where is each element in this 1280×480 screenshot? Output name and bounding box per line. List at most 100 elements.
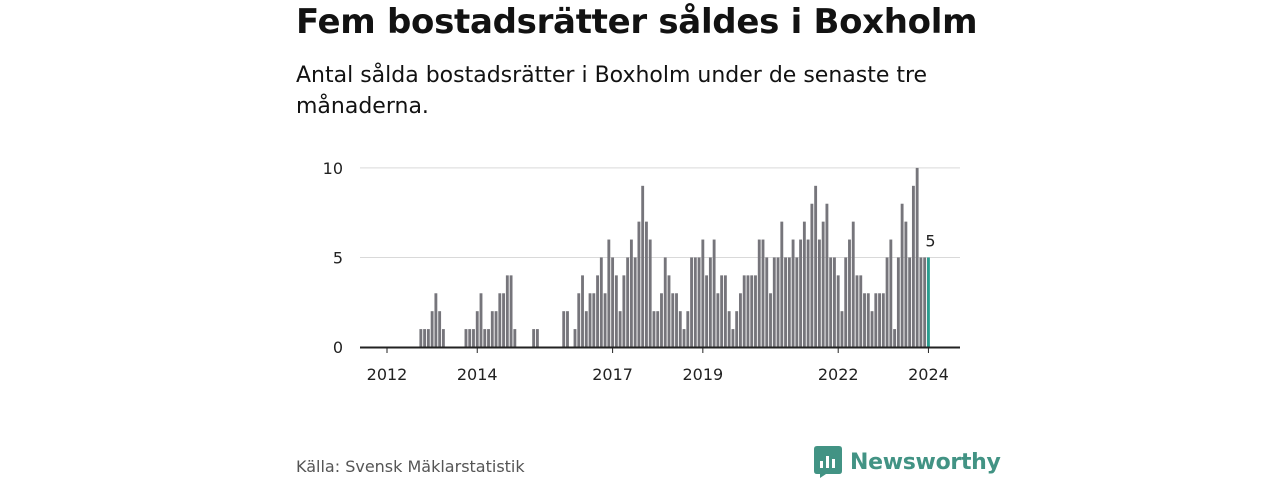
bar bbox=[735, 311, 739, 347]
bar bbox=[441, 329, 445, 347]
bar bbox=[885, 257, 889, 347]
y-tick-label: 0 bbox=[333, 338, 343, 357]
bar bbox=[584, 311, 588, 347]
newsworthy-logo-icon bbox=[814, 446, 842, 478]
bar bbox=[472, 329, 475, 347]
bar bbox=[878, 293, 881, 347]
brand-logo[interactable]: Newsworthy bbox=[814, 446, 1001, 478]
bar bbox=[814, 185, 818, 347]
bar bbox=[423, 329, 427, 347]
bar bbox=[859, 275, 863, 347]
bar bbox=[675, 293, 678, 347]
x-tick-label: 2019 bbox=[682, 365, 723, 384]
x-tick-label: 2012 bbox=[367, 365, 408, 384]
bar bbox=[645, 221, 648, 347]
bar bbox=[791, 239, 795, 347]
bar bbox=[686, 311, 690, 347]
bar bbox=[720, 275, 724, 347]
bar bbox=[863, 293, 866, 347]
bar bbox=[592, 293, 596, 347]
bar bbox=[848, 239, 851, 347]
bar bbox=[780, 221, 784, 347]
bar bbox=[502, 293, 505, 347]
bar bbox=[784, 257, 787, 347]
bar bbox=[566, 311, 569, 347]
bar bbox=[904, 221, 908, 347]
y-tick-label: 10 bbox=[323, 159, 343, 178]
bar bbox=[663, 257, 667, 347]
bar bbox=[844, 257, 848, 347]
x-tick-label: 2022 bbox=[818, 365, 859, 384]
bar bbox=[705, 275, 709, 347]
bar bbox=[829, 257, 833, 347]
bar bbox=[588, 293, 592, 347]
bar bbox=[678, 311, 682, 347]
bar bbox=[532, 329, 536, 347]
bar bbox=[802, 221, 806, 347]
bar bbox=[750, 275, 754, 347]
bar bbox=[607, 239, 611, 347]
bar bbox=[896, 257, 900, 347]
bar bbox=[513, 329, 517, 347]
bar bbox=[761, 239, 765, 347]
bar bbox=[487, 329, 490, 347]
chart-title: Fem bostadsrätter såldes i Boxholm bbox=[296, 2, 978, 42]
bar bbox=[660, 293, 663, 347]
bar bbox=[490, 311, 494, 347]
brand-name: Newsworthy bbox=[850, 449, 1001, 475]
bar bbox=[430, 311, 434, 347]
bar bbox=[690, 257, 693, 347]
bar bbox=[900, 203, 904, 347]
bar bbox=[754, 275, 757, 347]
bar bbox=[772, 257, 776, 347]
bar bbox=[614, 275, 618, 347]
bar bbox=[836, 275, 840, 347]
bar bbox=[434, 293, 438, 347]
bar bbox=[633, 257, 637, 347]
bar bbox=[742, 275, 746, 347]
bar bbox=[505, 275, 509, 347]
bar bbox=[712, 239, 716, 347]
bar bbox=[641, 185, 645, 347]
bar bbox=[739, 293, 742, 347]
bar bbox=[889, 239, 893, 347]
bar bbox=[697, 257, 701, 347]
x-tick-label: 2024 bbox=[908, 365, 949, 384]
bar bbox=[652, 311, 656, 347]
bar bbox=[622, 275, 626, 347]
bar bbox=[577, 293, 581, 347]
bar bbox=[795, 257, 799, 347]
last-value-label: 5 bbox=[925, 231, 935, 250]
bar bbox=[870, 311, 874, 347]
bar bbox=[438, 311, 442, 347]
bar bbox=[498, 293, 502, 347]
bar bbox=[426, 329, 430, 347]
chart-subtitle: Antal sålda bostadsrätter i Boxholm unde… bbox=[296, 63, 928, 119]
bar bbox=[908, 257, 912, 347]
bar bbox=[727, 311, 731, 347]
bar bbox=[840, 311, 844, 347]
bar bbox=[746, 275, 750, 347]
bar bbox=[716, 293, 720, 347]
bar bbox=[817, 239, 821, 347]
bar bbox=[693, 257, 697, 347]
bar bbox=[637, 221, 641, 347]
bar bbox=[475, 311, 479, 347]
bar bbox=[599, 257, 603, 347]
bar bbox=[769, 293, 772, 347]
bar-highlight bbox=[927, 257, 930, 347]
source-note: Källa: Svensk Mäklarstatistik bbox=[296, 457, 525, 476]
bar bbox=[893, 329, 897, 347]
bar bbox=[494, 311, 498, 347]
bar bbox=[671, 293, 675, 347]
bar bbox=[626, 257, 630, 347]
bar bbox=[874, 293, 878, 347]
bar bbox=[618, 311, 622, 347]
bar bbox=[535, 329, 539, 347]
bar bbox=[573, 329, 577, 347]
bar bbox=[603, 293, 607, 347]
bar bbox=[833, 257, 836, 347]
bar bbox=[923, 257, 927, 347]
bar bbox=[881, 293, 885, 347]
